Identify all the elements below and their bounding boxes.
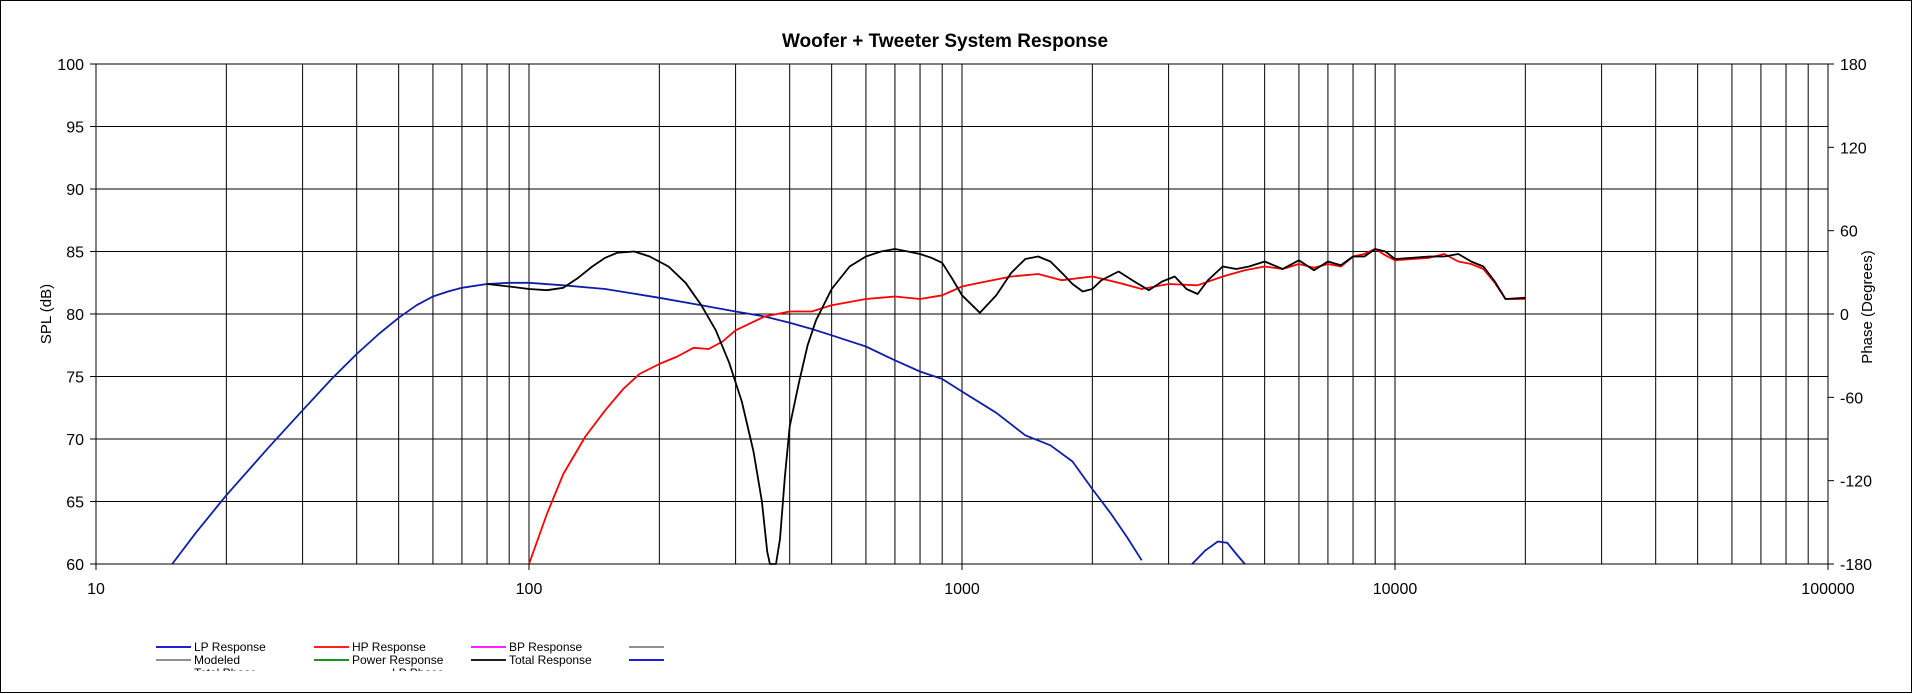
x-axis-ticks: 10 100 1000 10000 100000	[87, 564, 1855, 598]
legend-label: Total Response	[509, 653, 592, 667]
series-line-1	[1191, 540, 1246, 565]
series-line-0	[171, 281, 1143, 565]
series-line-2	[528, 248, 1526, 565]
y-tick-label: 70	[66, 432, 84, 449]
legend-items: LP Response HP Response BP Response Modeled…	[156, 640, 664, 680]
y-tick-label: 85	[66, 245, 84, 262]
chart-title: Woofer + Tweeter System Response	[782, 31, 1108, 52]
y2-axis-ticks: 180 120 60 0 -60 -120 -180	[1828, 57, 1872, 574]
legend-label: Modeled	[194, 653, 240, 667]
y-tick-label: 90	[66, 182, 84, 199]
y-tick-label: 80	[66, 307, 84, 324]
x-tick-label: 10000	[1373, 581, 1418, 598]
series-lines	[171, 248, 1526, 565]
legend-label: Total Phase	[194, 666, 257, 680]
x-tick-label: 100	[516, 581, 543, 598]
x-tick-label: 100000	[1801, 581, 1854, 598]
series-line-3	[486, 248, 1526, 565]
legend-label: LP Phase	[392, 666, 444, 680]
y2-tick-label: 180	[1840, 57, 1867, 74]
y2-tick-label: -120	[1840, 474, 1872, 491]
y-tick-label: 95	[66, 120, 84, 137]
y2-tick-label: 0	[1840, 307, 1849, 324]
x-tick-label: 1000	[944, 581, 980, 598]
y-tick-label: 75	[66, 370, 84, 387]
y-tick-label: 100	[57, 57, 84, 74]
legend-label: Power Response	[352, 653, 444, 667]
y-tick-label: 65	[66, 495, 84, 512]
legend-label: HP Response	[352, 640, 426, 654]
legend-label: LP Response	[194, 640, 266, 654]
legend: LP Response HP Response BP Response Modeled…	[156, 640, 664, 680]
grid-lines	[96, 64, 1828, 564]
y2-tick-label: 60	[1840, 224, 1858, 241]
y2-axis-title: Phase (Degrees)	[1859, 250, 1876, 363]
y-axis-title: SPL (dB)	[38, 284, 55, 344]
y-tick-label: 60	[66, 557, 84, 574]
y2-tick-label: 120	[1840, 140, 1867, 157]
x-tick-label: 10	[87, 581, 105, 598]
y2-tick-label: -180	[1840, 557, 1872, 574]
y2-tick-label: -60	[1840, 390, 1863, 407]
y-axis-ticks: 100 95 90 85 80 75 70 65 60	[57, 57, 96, 574]
legend-label: BP Response	[509, 640, 582, 654]
